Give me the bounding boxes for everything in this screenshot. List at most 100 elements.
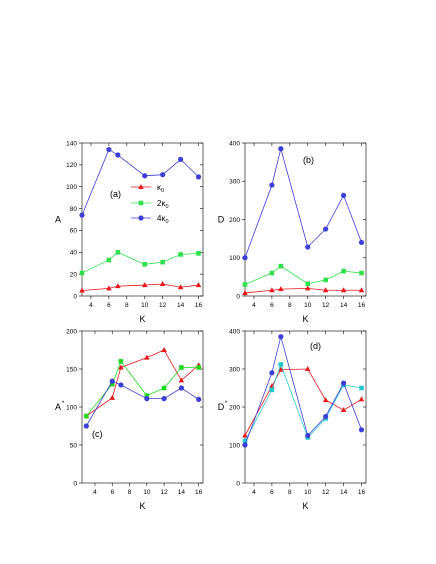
y-tick-label: 0 [73, 293, 77, 300]
data-point-series-1 [144, 354, 150, 360]
data-point-series-1 [304, 366, 311, 371]
data-point-series-1 [195, 282, 202, 288]
x-tick-label: 14 [178, 489, 186, 496]
legend-marker [138, 215, 144, 221]
data-point-series-2 [160, 259, 165, 265]
data-point-series-3 [358, 239, 365, 246]
data-point-series-3 [269, 370, 275, 376]
x-tick-label: 12 [322, 302, 330, 309]
data-point-series-1 [79, 287, 85, 293]
data-point-series-1 [269, 287, 275, 293]
y-tick-label: 200 [66, 328, 77, 335]
y-tick-label: 300 [229, 179, 240, 186]
x-tick-label: 8 [288, 489, 292, 496]
data-point-series-1 [358, 396, 365, 402]
data-point-series-3 [269, 182, 275, 188]
data-point-series-1 [242, 432, 248, 438]
data-point-series-2 [161, 385, 167, 391]
data-point-series-2 [109, 381, 115, 387]
x-tick-label: 14 [340, 489, 348, 496]
y-tick-label: 120 [66, 162, 77, 169]
y-axis-label-star: * [62, 400, 65, 407]
legend-marker [138, 200, 144, 206]
data-point-series-1 [358, 287, 365, 293]
y-axis-label: A [55, 215, 61, 225]
panel-label: (c) [92, 429, 103, 439]
y-axis-label-star: * [225, 400, 228, 407]
legend-marker [138, 184, 144, 189]
x-axis-label: K [139, 314, 145, 324]
data-point-series-2 [341, 268, 346, 274]
data-point-series-3 [340, 192, 347, 199]
x-tick-label: 4 [93, 489, 97, 496]
data-point-series-2 [144, 393, 150, 398]
data-point-series-3 [323, 413, 329, 420]
y-tick-label: 100 [66, 404, 77, 411]
y-tick-label: 0 [73, 480, 77, 487]
data-point-series-3 [305, 432, 311, 439]
data-point-series-1 [322, 287, 329, 293]
y-tick-label: 50 [70, 442, 78, 449]
panel-1: 0 20 40 60 80 100 120 140 4 6 8 10 12 14 16 K A (a) [55, 140, 204, 324]
y-tick-label: 300 [229, 366, 240, 373]
x-tick-label: 10 [143, 489, 151, 496]
data-point-series-2 [115, 249, 121, 255]
plot-frame [81, 330, 204, 484]
y-tick-label: 100 [229, 442, 240, 449]
x-tick-label: 12 [322, 489, 330, 496]
data-point-series-2 [242, 438, 248, 444]
data-point-series-2 [142, 262, 148, 267]
y-axis-label: A [55, 402, 61, 412]
x-tick-label: 6 [107, 302, 111, 309]
panel-label: (d) [310, 341, 321, 351]
data-point-series-3 [161, 396, 167, 402]
x-axis-label: K [302, 501, 308, 511]
data-point-series-2 [305, 281, 311, 287]
x-tick-label: 8 [128, 489, 132, 496]
data-point-series-1 [106, 285, 112, 291]
data-point-series-3 [83, 423, 89, 429]
y-tick-label: 140 [66, 140, 77, 147]
data-point-series-3 [242, 255, 248, 261]
legend-subscript: 0 [165, 204, 168, 210]
data-point-series-3 [109, 378, 115, 384]
data-point-series-3 [340, 380, 347, 386]
x-tick-label: 8 [125, 302, 129, 309]
x-tick-label: 16 [195, 489, 203, 496]
x-tick-label: 4 [89, 302, 93, 309]
data-point-series-3 [323, 226, 329, 232]
data-point-series-1 [278, 366, 284, 372]
data-point-series-2 [278, 362, 284, 367]
data-point-series-1 [242, 289, 248, 295]
data-point-series-2 [79, 270, 85, 276]
y-tick-label: 80 [70, 206, 78, 213]
data-point-series-3 [106, 146, 112, 153]
y-tick-label: 200 [229, 404, 240, 411]
y-tick-label: 0 [236, 480, 240, 487]
x-tick-label: 6 [270, 489, 274, 496]
x-tick-label: 4 [252, 302, 256, 309]
panel-3: 0 50 100 150 200 4 6 8 10 12 14 16 K A * (c) [55, 328, 204, 511]
data-point-series-1 [118, 364, 124, 370]
data-point-series-3 [178, 385, 184, 391]
x-tick-label: 10 [304, 302, 312, 309]
data-point-series-3 [79, 212, 85, 218]
data-point-series-2 [84, 413, 89, 419]
x-tick-label: 14 [340, 302, 348, 309]
data-point-series-2 [106, 257, 112, 263]
data-point-series-2 [269, 270, 275, 276]
x-tick-label: 16 [358, 489, 366, 496]
x-tick-label: 10 [141, 302, 149, 309]
data-point-series-1 [159, 280, 166, 286]
data-point-series-3 [242, 442, 248, 448]
x-tick-label: 6 [110, 489, 114, 496]
x-tick-label: 8 [288, 302, 292, 309]
panel-2: 0 100 200 300 400 4 6 8 10 12 14 16 K D (b) [218, 140, 367, 324]
panel-label: (a) [110, 189, 121, 199]
data-point-series-3 [142, 173, 148, 179]
data-point-series-2 [323, 277, 328, 283]
data-point-series-2 [118, 359, 124, 364]
x-tick-label: 16 [358, 302, 366, 309]
data-point-series-1 [304, 285, 311, 291]
